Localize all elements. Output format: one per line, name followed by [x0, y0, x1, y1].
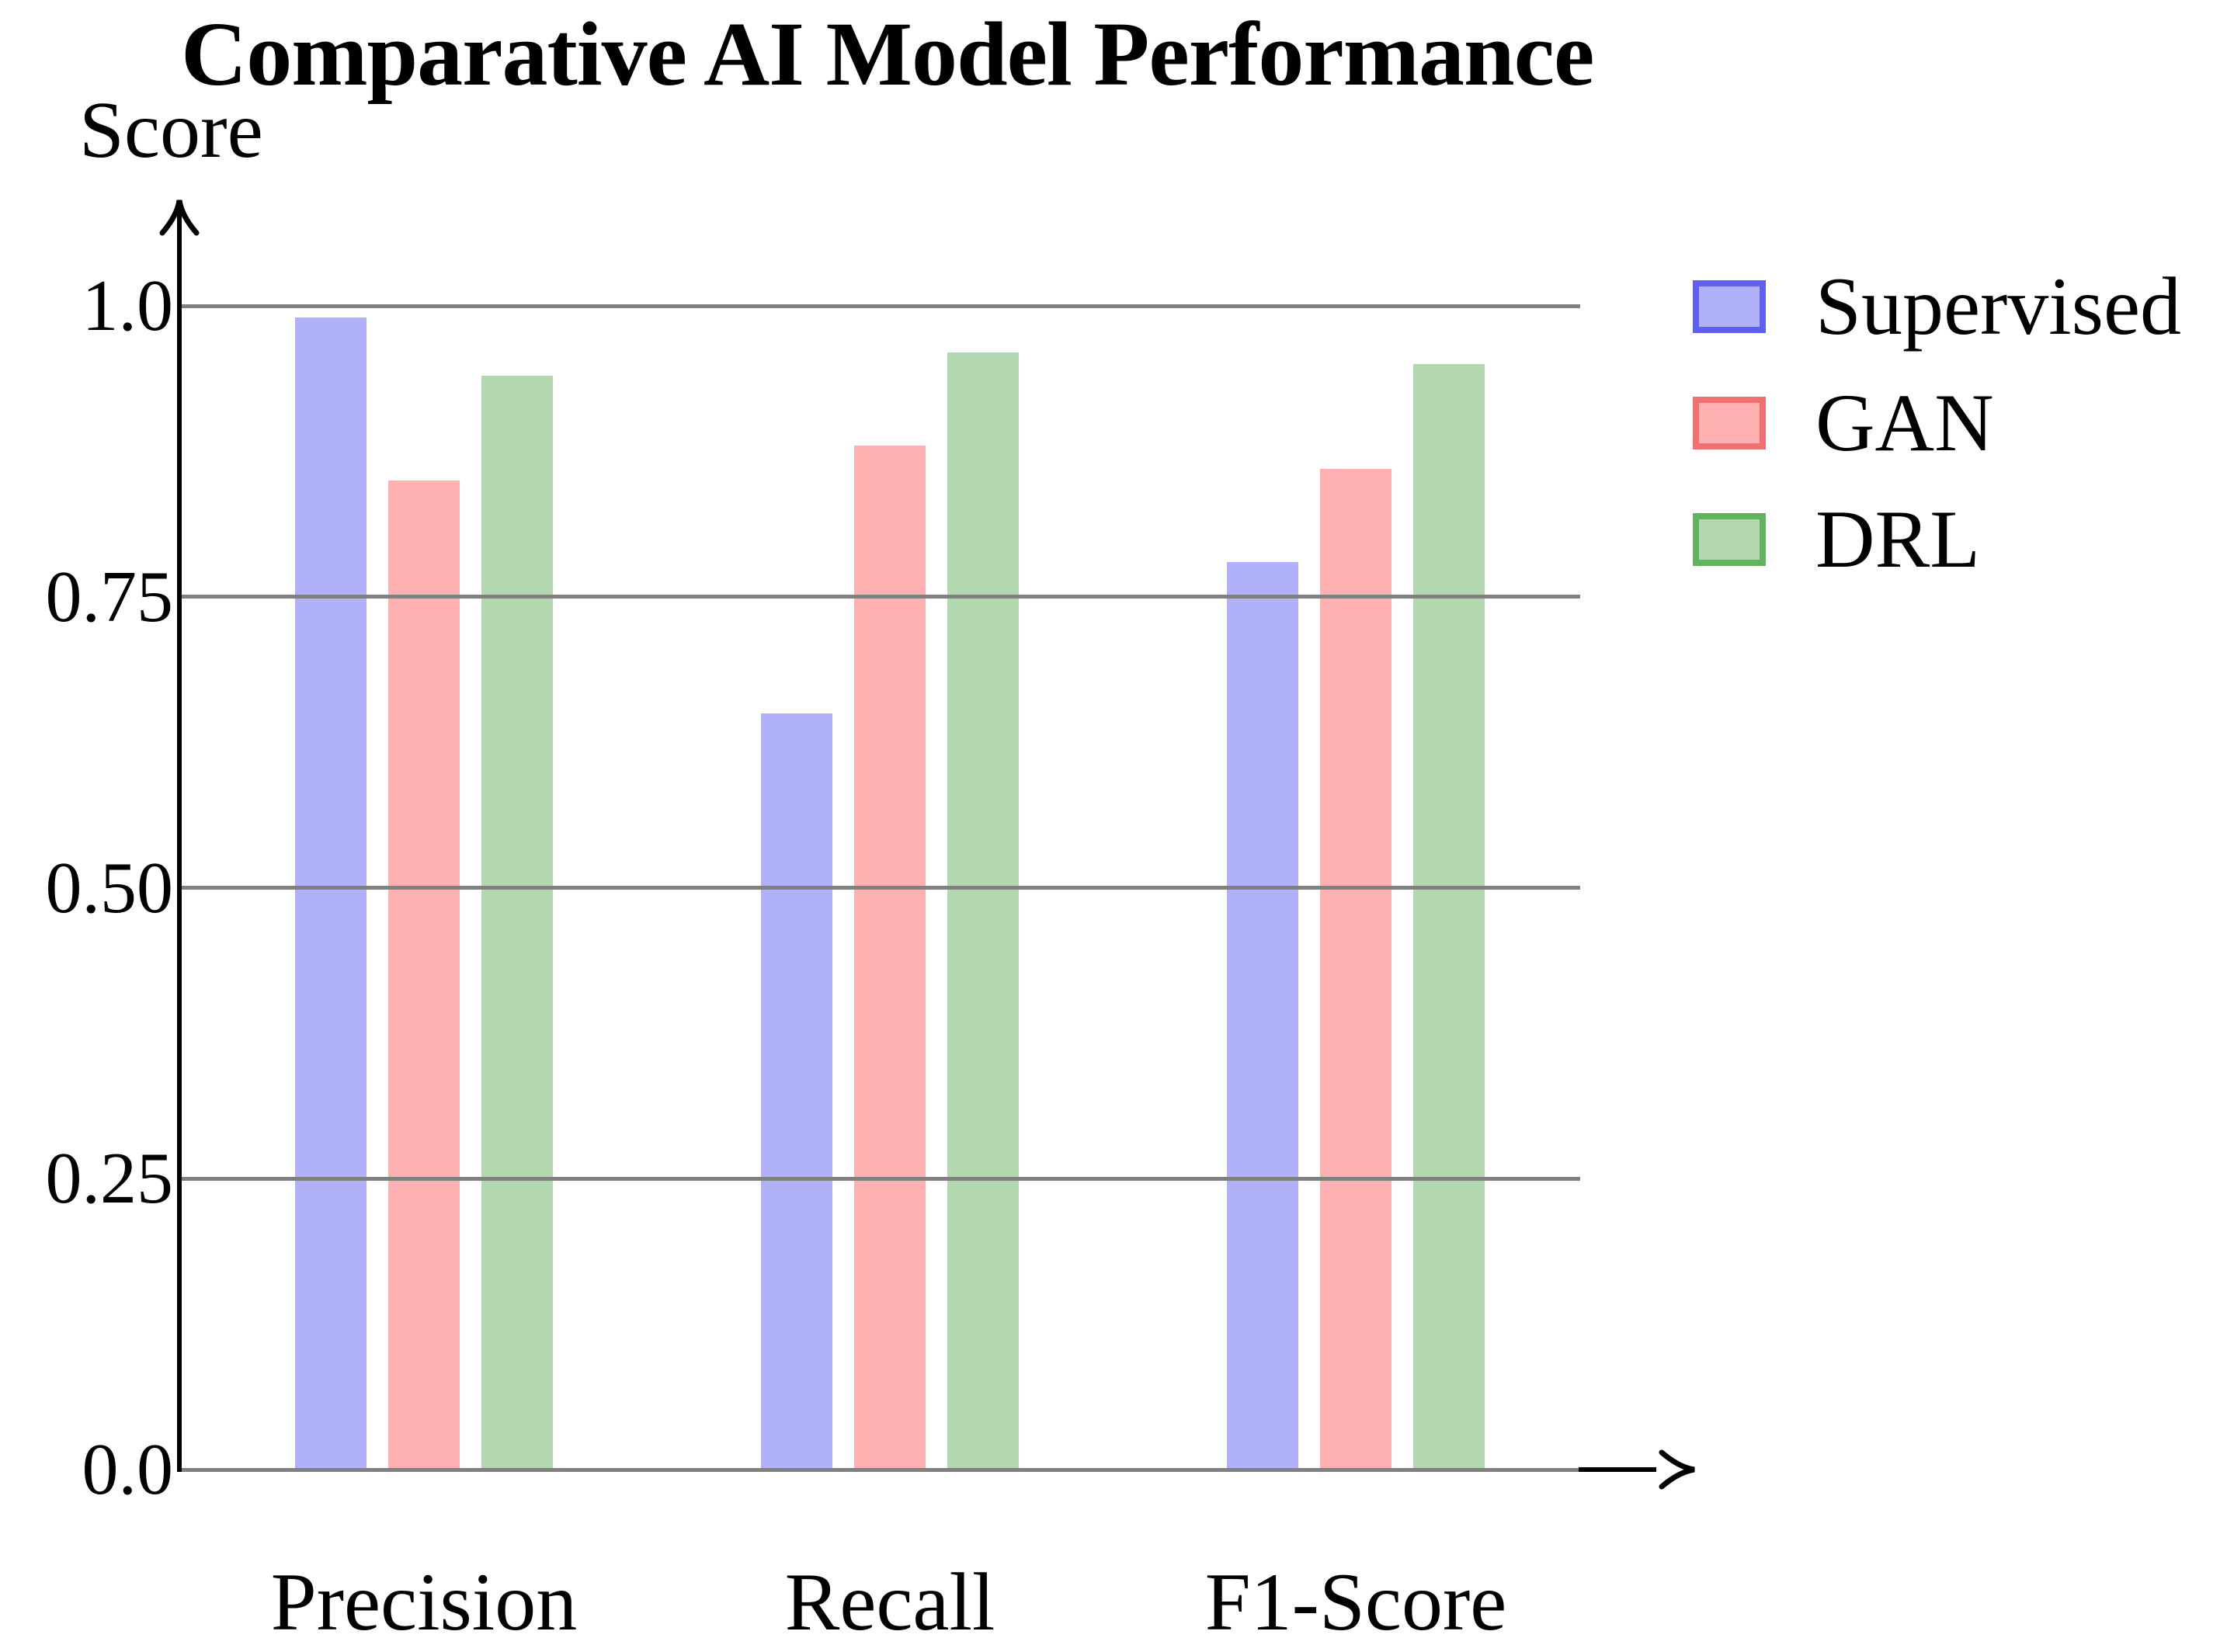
y-tick-label-1.0: 1.0 — [82, 266, 174, 346]
x-category-label-precision: Precision — [270, 1557, 578, 1647]
x-axis-arrow-segment — [1579, 1467, 1656, 1472]
bar-supervised-f1-score — [1227, 561, 1298, 1470]
bar-gan-precision — [388, 480, 460, 1470]
bar-supervised-precision — [295, 317, 367, 1470]
chart-title: Comparative AI Model Performance — [181, 3, 1594, 105]
legend-swatch-drl-icon — [1693, 513, 1766, 566]
bar-drl-f1-score — [1413, 363, 1485, 1470]
bar-supervised-recall — [761, 713, 832, 1470]
bar-drl-precision — [481, 375, 553, 1470]
gridline-0 — [179, 1467, 1580, 1472]
x-axis-arrowhead-icon — [1659, 1449, 1695, 1490]
y-tick-label-0.0: 0.0 — [82, 1429, 174, 1510]
legend-label-supervised: Supervised — [1815, 261, 2182, 352]
y-tick-label-0.50: 0.50 — [45, 847, 174, 928]
legend-label-drl: DRL — [1815, 494, 1980, 585]
legend-swatch-supervised-icon — [1693, 280, 1766, 333]
legend-swatch-gan-icon — [1693, 397, 1766, 449]
y-axis-line — [177, 203, 182, 1472]
gridline-0.25 — [179, 1176, 1580, 1181]
legend-label-gan: GAN — [1815, 377, 1994, 468]
gridline-1 — [179, 304, 1580, 308]
bar-drl-recall — [947, 352, 1019, 1470]
x-category-label-f1-score: F1-Score — [1204, 1557, 1507, 1647]
x-category-label-recall: Recall — [784, 1557, 995, 1647]
gridline-0.5 — [179, 886, 1580, 890]
y-axis-arrowhead-icon — [159, 200, 200, 236]
y-tick-label-0.75: 0.75 — [45, 556, 174, 637]
y-axis-title: Score — [79, 85, 263, 175]
bar-gan-recall — [854, 445, 926, 1470]
gridline-0.75 — [179, 595, 1580, 599]
y-tick-label-0.25: 0.25 — [45, 1138, 174, 1220]
bar-gan-f1-score — [1320, 468, 1391, 1470]
